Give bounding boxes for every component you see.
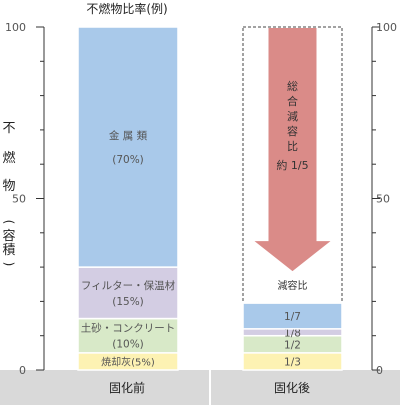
segment-label-after: 1/3 (284, 356, 301, 368)
reduction-arrow (254, 28, 331, 272)
segment-label-percent: (15%) (112, 296, 144, 308)
arrow-text-char: 合 (287, 94, 298, 108)
segment-label-after: 1/2 (284, 339, 301, 351)
y-label-char: 積 (2, 243, 15, 258)
bar-segment-before (77, 317, 179, 354)
y-label-char: 容 (2, 228, 15, 244)
y-tick-label-left: 0 (19, 364, 26, 377)
category-label-after: 固化後 (274, 381, 310, 395)
y-tick-label-right: 0 (376, 364, 383, 377)
y-tick-label-right: 100 (376, 21, 397, 34)
y-tick-label-left: 50 (12, 193, 26, 206)
segment-label-name: 土砂・コンクリート (81, 322, 176, 335)
category-label-before: 固化前 (109, 380, 145, 395)
reduced-label: 減容比 (278, 279, 308, 292)
segment-label-name: 金 属 類 (109, 129, 148, 142)
bar-before: 焼却灰(5%) 土砂・コンクリート (10%) フィルター・保温材 (15%) 金 属 類… (77, 26, 179, 371)
y-label-char: 不 (2, 121, 15, 136)
y-label-char: 物 (2, 179, 15, 194)
ticks: 0 0 50 50 100 100 (5, 21, 397, 377)
chart-title: 不燃物比率(例) (86, 1, 167, 16)
y-tick-label-right: 50 (376, 193, 390, 206)
category-band (0, 370, 400, 405)
segment-label-percent: (70%) (112, 154, 144, 166)
segment-label-percent: (10%) (112, 339, 144, 351)
arrow-text-char: 比 (287, 140, 298, 153)
y-label-char: ) (2, 262, 16, 267)
bar-segment-before (77, 26, 179, 268)
arrow-text-char: 総 (287, 79, 298, 93)
segment-label-after: 1/7 (284, 311, 301, 323)
bar-after: 1/3 1/21/8 1/7 (242, 302, 343, 371)
y-label-char: 燃 (2, 150, 15, 166)
segment-label-after: 1/8 (284, 327, 301, 339)
reduction-arrow-label: 約 1/5 (276, 158, 308, 172)
arrow-text-char: 減 (287, 109, 298, 123)
bar-segment-before (77, 266, 179, 320)
arrow-text-char: 容 (287, 124, 298, 138)
y-label-char: ( (2, 220, 16, 225)
y-tick-label-left: 100 (5, 21, 26, 34)
segment-label-name: フィルター・保温材 (81, 279, 176, 292)
y-axis-label: 不燃物 ( 容積) (2, 121, 16, 266)
bar-segment-after (242, 302, 343, 330)
segment-label: 焼却灰(5%) (101, 355, 155, 368)
